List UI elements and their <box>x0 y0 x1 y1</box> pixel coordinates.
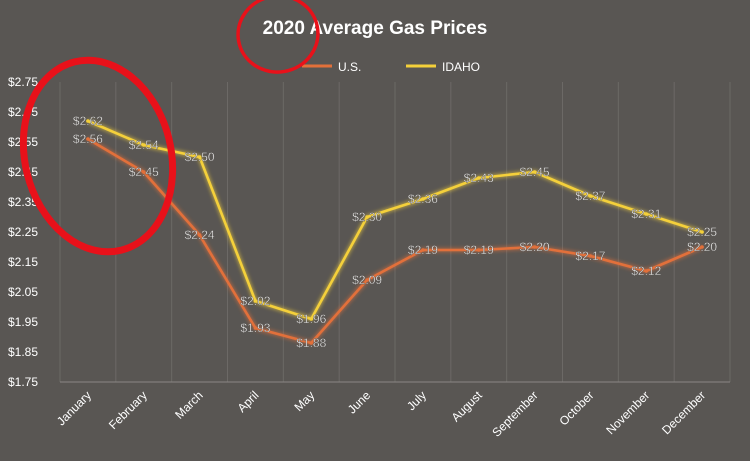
annotation-circle-january <box>19 56 177 256</box>
legend: U.S. IDAHO <box>302 60 480 74</box>
annotation-circle-title <box>236 0 320 74</box>
data-point <box>700 230 704 234</box>
y-tick-label: $2.15 <box>8 255 38 269</box>
annotations <box>19 0 320 256</box>
data-point <box>644 269 649 273</box>
data-point <box>532 245 537 249</box>
data-label: $2.36 <box>408 192 438 206</box>
data-point <box>86 137 90 141</box>
data-label: $2.31 <box>631 207 661 221</box>
data-point <box>197 155 202 159</box>
y-tick-label: $2.25 <box>8 225 38 239</box>
data-label: $2.45 <box>129 165 159 179</box>
data-point <box>253 326 258 330</box>
data-label: $2.12 <box>631 264 661 278</box>
data-point <box>365 215 369 219</box>
chart-title: 2020 Average Gas Prices <box>263 18 488 39</box>
data-point <box>197 233 202 237</box>
data-label: $2.20 <box>520 240 550 254</box>
data-point <box>421 197 425 201</box>
data-label: $2.54 <box>129 138 159 152</box>
data-point <box>588 254 593 258</box>
data-label: $2.20 <box>687 240 717 254</box>
data-label: $2.19 <box>464 243 494 257</box>
y-tick-label: $1.75 <box>8 375 38 389</box>
data-labels: $2.56 $2.45 $2.24 $1.93 $1.88 $2.09 $2.19 $2.19… <box>73 114 718 350</box>
data-point <box>421 248 425 252</box>
series-line-us <box>87 137 703 345</box>
data-point <box>309 317 314 321</box>
data-point <box>588 194 593 198</box>
data-point <box>532 170 537 174</box>
data-point <box>253 299 258 303</box>
data-label: $2.02 <box>240 294 270 308</box>
data-point <box>309 341 314 345</box>
data-point <box>476 176 481 180</box>
data-label: $2.25 <box>687 225 717 239</box>
data-label: $2.37 <box>575 189 605 203</box>
data-label: $1.96 <box>296 312 326 326</box>
data-label: $2.19 <box>408 243 438 257</box>
data-label: $1.93 <box>240 321 270 335</box>
data-point <box>141 143 146 147</box>
legend-label: IDAHO <box>442 60 480 74</box>
data-point <box>644 212 649 216</box>
y-tick-label: $2.75 <box>8 75 38 89</box>
data-label: $2.09 <box>352 273 382 287</box>
data-label: $1.88 <box>296 336 326 350</box>
data-label: $2.17 <box>575 249 605 263</box>
y-tick-label: $1.95 <box>8 315 38 329</box>
data-label: $2.43 <box>464 171 494 185</box>
y-axis: $1.75$1.85$1.95$2.05$2.15$2.25$2.35$2.45… <box>8 75 38 389</box>
y-tick-label: $2.05 <box>8 285 38 299</box>
data-label: $2.50 <box>185 150 215 164</box>
data-label: $2.30 <box>352 210 382 224</box>
y-tick-label: $1.85 <box>8 345 38 359</box>
data-label: $2.24 <box>185 228 215 242</box>
data-point <box>700 245 704 249</box>
series-line-idaho <box>87 119 703 321</box>
data-label: $2.56 <box>73 132 103 146</box>
grid <box>59 82 731 383</box>
data-label: $2.62 <box>73 114 103 128</box>
data-point <box>365 278 369 282</box>
data-point <box>141 170 146 174</box>
legend-label: U.S. <box>338 60 361 74</box>
series-group <box>86 119 704 345</box>
data-label: $2.45 <box>520 165 550 179</box>
data-point <box>86 119 90 123</box>
y-tick-label: $2.35 <box>8 195 38 209</box>
data-point <box>476 248 481 252</box>
